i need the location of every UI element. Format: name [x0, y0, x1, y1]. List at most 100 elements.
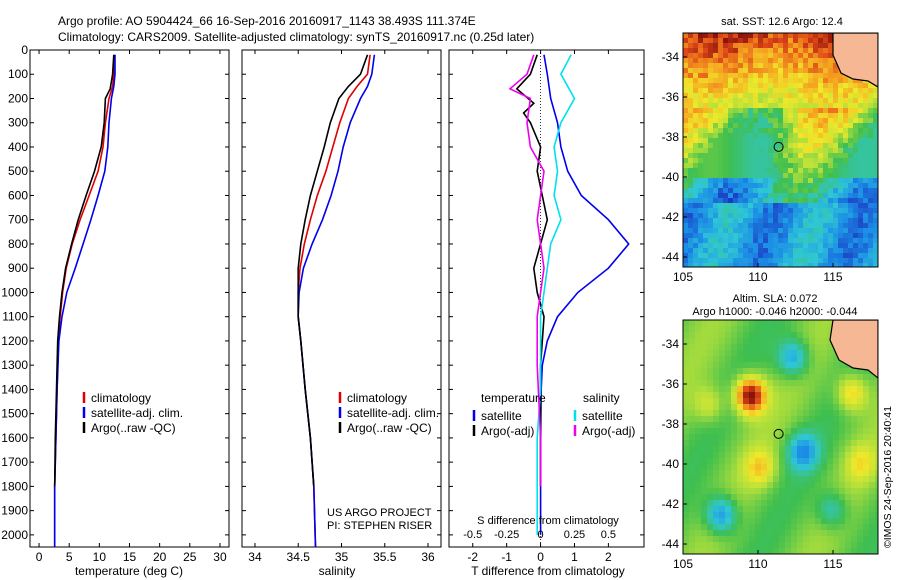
map-cell — [748, 73, 754, 79]
map-cell — [728, 98, 734, 104]
map-cell — [723, 168, 729, 174]
map-cell — [688, 118, 694, 124]
map-cell — [701, 482, 708, 489]
map-cell — [808, 33, 814, 39]
map-cell — [791, 398, 798, 405]
map-cell — [848, 248, 854, 254]
map-cell — [803, 380, 810, 387]
map-cell — [778, 143, 784, 149]
map-cell — [688, 83, 694, 89]
map-cell — [863, 188, 869, 194]
map-cell — [768, 38, 774, 44]
map-cell — [753, 208, 759, 214]
map-cell — [688, 68, 694, 74]
map-cell — [779, 374, 786, 381]
map-cell — [873, 238, 878, 244]
map-cell — [767, 512, 774, 519]
map-cell — [773, 203, 779, 209]
map-cell — [809, 446, 816, 453]
map-cell — [803, 253, 809, 259]
map-cell — [738, 73, 744, 79]
map-cell — [683, 128, 689, 134]
map-cell — [869, 446, 876, 453]
map-cell — [743, 362, 750, 369]
map-cell — [755, 488, 762, 495]
map-cell — [695, 536, 702, 543]
map-cell — [773, 163, 779, 169]
map-cell — [719, 458, 726, 465]
map-cell — [798, 263, 804, 267]
map-cell — [767, 500, 774, 507]
map-cell — [768, 163, 774, 169]
map-cell — [875, 512, 878, 519]
map-cell — [778, 108, 784, 114]
map-cell — [778, 188, 784, 194]
map-cell — [749, 380, 756, 387]
map-cell — [858, 208, 864, 214]
map-cell — [788, 38, 794, 44]
map-cell — [863, 506, 870, 513]
map-cell — [803, 458, 810, 465]
map-cell — [738, 243, 744, 249]
map-cell — [768, 143, 774, 149]
map-cell — [718, 138, 724, 144]
map-cell — [838, 73, 844, 79]
map-cell — [713, 258, 719, 264]
map-cell — [783, 53, 789, 59]
map-y-tick-label: -36 — [662, 90, 680, 104]
map-cell — [728, 173, 734, 179]
map-cell — [689, 368, 696, 375]
map-cell — [695, 530, 702, 537]
map-cell — [738, 168, 744, 174]
map-cell — [723, 98, 729, 104]
map-cell — [749, 320, 756, 327]
map-cell — [718, 38, 724, 44]
map-cell — [868, 143, 874, 149]
map-cell — [731, 512, 738, 519]
map-cell — [761, 416, 768, 423]
map-cell — [701, 440, 708, 447]
map-cell — [755, 392, 762, 399]
map-cell — [733, 238, 739, 244]
map-cell — [753, 153, 759, 159]
map-cell — [828, 63, 834, 69]
map-cell — [693, 48, 699, 54]
map-cell — [725, 488, 732, 495]
map-cell — [743, 398, 750, 405]
map-cell — [743, 178, 749, 184]
map-cell — [723, 88, 729, 94]
map-cell — [828, 33, 834, 39]
map-cell — [813, 208, 819, 214]
map-cell — [788, 133, 794, 139]
map-cell — [803, 362, 810, 369]
map-cell — [875, 476, 878, 483]
map-cell — [743, 542, 750, 549]
map-cell — [693, 118, 699, 124]
map-cell — [688, 108, 694, 114]
map-cell — [768, 108, 774, 114]
map-cell — [758, 233, 764, 239]
map-cell — [793, 123, 799, 129]
map-cell — [779, 320, 786, 327]
map-cell — [873, 98, 878, 104]
map-cell — [753, 213, 759, 219]
map-cell — [731, 356, 738, 363]
map-cell — [823, 143, 829, 149]
map-x-tick-label: 110 — [748, 557, 767, 571]
map-cell — [703, 118, 709, 124]
map-cell — [683, 218, 689, 224]
map-cell — [808, 248, 814, 254]
map-cell — [833, 238, 839, 244]
map-cell — [718, 148, 724, 154]
map-cell — [703, 103, 709, 109]
map-cell — [851, 434, 858, 441]
map-cell — [718, 123, 724, 129]
map-cell — [773, 398, 780, 405]
sla-map-frame — [682, 319, 879, 555]
map-cell — [763, 198, 769, 204]
map-cell — [767, 494, 774, 501]
map-cell — [708, 153, 714, 159]
map-cell — [763, 158, 769, 164]
map-cell — [863, 380, 870, 387]
map-cell — [733, 223, 739, 229]
